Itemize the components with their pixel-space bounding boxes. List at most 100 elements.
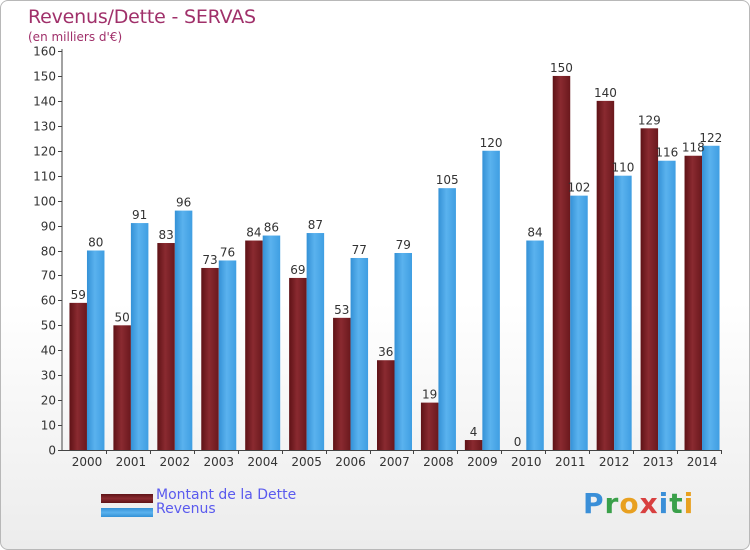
bar-revenus: [86, 250, 105, 450]
bar-revenus: [482, 150, 500, 450]
bars: [69, 75, 720, 451]
bar-revenus: [350, 257, 369, 450]
bar-dette: [113, 325, 131, 450]
x-tick-label: 2006: [335, 455, 366, 469]
data-label: 53: [334, 303, 349, 317]
x-tick-label: 2003: [203, 455, 234, 469]
x-tick-label: 2004: [247, 455, 278, 469]
data-label: 120: [480, 136, 503, 150]
y-tick-label: 10: [41, 419, 56, 433]
bar-revenus: [306, 233, 325, 450]
legend-label-dette: Montant de la Dette: [156, 487, 297, 503]
x-tick-label: 2002: [160, 455, 191, 469]
data-label: 118: [682, 141, 705, 155]
logo-letter: o: [619, 487, 640, 520]
legend-swatch-revenus: [101, 508, 153, 517]
bar-revenus: [218, 260, 237, 450]
legend-swatch-dette: [101, 494, 153, 503]
data-label: 86: [264, 221, 279, 235]
y-tick-label: 40: [41, 344, 56, 358]
logo-letter: r: [604, 487, 620, 520]
data-label: 84: [246, 226, 261, 240]
y-tick-label: 20: [41, 394, 56, 408]
bar-dette: [245, 240, 263, 450]
bar-dette: [289, 277, 307, 450]
data-labels: 59 50 83 73 84 69 53 36 19 4 0 150 140 129 118 80 91 96 76…: [71, 61, 723, 449]
x-tick-label: 2007: [379, 455, 410, 469]
y-tick-label: 50: [41, 319, 56, 333]
bar-revenus: [658, 160, 676, 450]
data-label: 4: [470, 425, 478, 439]
data-label: 116: [655, 146, 678, 160]
y-tick-label: 70: [41, 269, 56, 283]
proxiti-logo: Proxiti: [583, 487, 694, 520]
y-tick-label: 140: [33, 95, 56, 109]
data-label: 19: [422, 388, 437, 402]
data-label: 77: [352, 243, 367, 257]
bar-revenus: [614, 175, 632, 450]
y-tick-label: 30: [41, 369, 56, 383]
bar-dette: [684, 155, 703, 451]
y-tick-label: 110: [33, 170, 56, 184]
data-label: 50: [115, 310, 130, 324]
data-label: 110: [611, 161, 634, 175]
bar-dette: [157, 243, 175, 450]
bar-revenus: [174, 210, 193, 450]
data-label: 69: [290, 263, 305, 277]
data-label: 84: [527, 226, 542, 240]
logo-letter: t: [669, 487, 684, 520]
data-label: 0: [514, 435, 522, 449]
bar-revenus: [570, 195, 588, 450]
bar-revenus: [394, 252, 412, 450]
chart-subtitle: (en milliers d'€): [28, 30, 123, 44]
x-tick-label: 2009: [467, 455, 498, 469]
data-label: 80: [88, 236, 103, 250]
data-label: 91: [132, 208, 147, 222]
y-tick-label: 160: [33, 45, 56, 59]
y-tick-label: 150: [33, 70, 56, 84]
data-label: 105: [436, 173, 459, 187]
y-tick-label: 130: [33, 120, 56, 134]
bar-dette: [596, 100, 615, 450]
data-label: 83: [158, 228, 173, 242]
bar-revenus: [702, 145, 720, 450]
bar-dette: [69, 302, 87, 450]
data-label: 36: [378, 345, 393, 359]
x-tick-label: 2008: [423, 455, 454, 469]
data-label: 96: [176, 196, 191, 210]
legend-label-revenus: Revenus: [156, 501, 216, 517]
bar-revenus: [130, 223, 149, 450]
data-label: 73: [202, 253, 217, 267]
x-tick-label: 2005: [291, 455, 322, 469]
data-label: 140: [594, 86, 617, 100]
bar-revenus: [262, 235, 281, 450]
bar-dette: [377, 360, 395, 450]
y-tick-label: 90: [41, 220, 56, 234]
y-tick-label: 0: [48, 444, 56, 458]
x-tick-label: 2001: [116, 455, 147, 469]
data-label: 129: [638, 113, 661, 127]
y-tick-label: 60: [41, 294, 56, 308]
x-tick-label: 2013: [643, 455, 674, 469]
logo-letter: i: [658, 487, 670, 520]
bar-revenus: [438, 188, 456, 450]
x-tick-label: 2012: [599, 455, 630, 469]
data-label: 79: [396, 238, 411, 252]
data-label: 76: [220, 245, 235, 259]
data-label: 150: [550, 61, 573, 75]
bar-dette: [333, 317, 351, 450]
data-label: 122: [699, 131, 722, 145]
x-tick-label: 2010: [511, 455, 542, 469]
chart-title: Revenus/Dette - SERVAS: [28, 6, 256, 28]
data-label: 102: [568, 181, 591, 195]
x-tick-label: 2000: [72, 455, 103, 469]
x-tick-label: 2011: [555, 455, 586, 469]
bar-dette: [201, 267, 219, 450]
bar-dette: [420, 402, 439, 450]
x-tick-label: 2014: [687, 455, 718, 469]
bar-revenus: [526, 240, 544, 450]
y-tick-label: 100: [33, 195, 56, 209]
bar-dette: [464, 440, 483, 450]
